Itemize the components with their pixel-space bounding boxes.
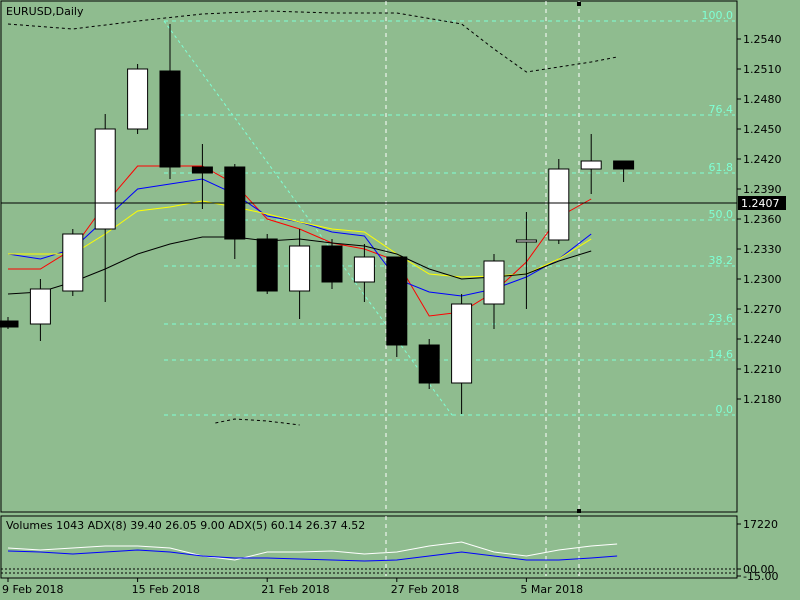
y-tick-label: 1.2420 — [743, 153, 782, 166]
indicator-layer — [1, 541, 737, 574]
y-tick-label: 1.2450 — [743, 123, 782, 136]
fib-level-label: 23.6 — [709, 312, 734, 325]
fib-anchor-marker — [577, 2, 581, 6]
indicator-tick-label: -15.00 — [743, 570, 778, 583]
fib-level-label: 14.6 — [709, 348, 734, 361]
fib-level-label: 50.0 — [709, 208, 734, 221]
indicator-tick-label: 17220 — [743, 518, 778, 531]
candle-body — [548, 168, 570, 241]
y-tick-label: 1.2240 — [743, 333, 782, 346]
fib-level-label: 100.0 — [702, 9, 734, 22]
candle-body — [613, 160, 635, 170]
candle — [418, 339, 440, 389]
envelope-layer — [7, 10, 618, 426]
candle-body — [321, 245, 343, 283]
x-tick-label: 5 Mar 2018 — [520, 583, 583, 596]
candle — [29, 279, 51, 341]
candle — [0, 317, 19, 329]
envelope-lower-band — [215, 418, 300, 426]
y-tick-label: 1.2540 — [743, 33, 782, 46]
candle — [191, 144, 213, 209]
candle — [580, 134, 602, 194]
x-tick-label: 9 Feb 2018 — [2, 583, 63, 596]
candle-layer — [0, 24, 635, 414]
candle-body — [289, 245, 311, 292]
indicator-tick-label: 00.00 — [743, 563, 775, 576]
candle-body — [515, 239, 537, 243]
axis-layer: 1.2540 1.2510 1.2480 1.2450 1.2420 1.2390 1.23… — [2, 33, 782, 596]
current-price-value: 1.2407 — [741, 197, 780, 210]
candle-body — [386, 256, 408, 346]
candle-body — [94, 128, 116, 230]
candle — [62, 229, 84, 296]
y-tick-label: 1.2330 — [743, 243, 782, 256]
candle — [613, 160, 635, 182]
candle — [256, 234, 278, 294]
candle — [548, 159, 570, 244]
candle-body — [127, 68, 149, 130]
candle-body — [0, 320, 19, 328]
candle — [483, 254, 505, 329]
candle — [159, 24, 181, 179]
main-plot-frame — [0, 0, 738, 513]
x-tick-label: 15 Feb 2018 — [132, 583, 200, 596]
y-tick-label: 1.2390 — [743, 183, 782, 196]
adx-plus-line — [7, 541, 618, 561]
candle-body — [191, 166, 213, 174]
y-tick-label: 1.2180 — [743, 393, 782, 406]
adx-main-line — [7, 549, 618, 562]
fib-level-label: 76.4 — [709, 103, 734, 116]
y-tick-label: 1.2300 — [743, 273, 782, 286]
fibonacci-layer: 100.0 76.4 61.8 50.0 38.2 23.6 14.6 0.0 — [163, 2, 735, 513]
y-tick-label: 1.2480 — [743, 93, 782, 106]
candle — [451, 294, 473, 414]
y-tick-label: 1.2360 — [743, 213, 782, 226]
candle-body — [62, 233, 84, 292]
candle-body — [580, 160, 602, 170]
candle — [353, 244, 375, 302]
candle — [321, 239, 343, 289]
candle — [515, 212, 537, 309]
candle-body — [483, 260, 505, 305]
fib-level-label: 0.0 — [716, 403, 734, 416]
candle — [386, 256, 408, 357]
candle-body — [256, 238, 278, 292]
x-tick-label: 21 Feb 2018 — [261, 583, 329, 596]
candle-body — [159, 70, 181, 168]
indicator-plot-frame — [0, 515, 738, 579]
fib-level-label: 61.8 — [709, 161, 734, 174]
candle — [289, 229, 311, 319]
x-tick-label: 27 Feb 2018 — [391, 583, 459, 596]
candle-body — [29, 288, 51, 325]
candle-body — [451, 303, 473, 384]
candle — [127, 64, 149, 134]
y-tick-label: 1.2510 — [743, 63, 782, 76]
symbol-label: EURUSD,Daily — [6, 5, 84, 18]
current-price-tag — [738, 196, 786, 210]
y-tick-label: 1.2270 — [743, 303, 782, 316]
y-tick-label: 1.2210 — [743, 363, 782, 376]
fib-anchor-marker — [577, 509, 581, 513]
grid-layer — [385, 1, 580, 578]
candle-body — [353, 256, 375, 283]
indicator-label: Volumes 1043 ADX(8) 39.40 26.05 9.00 ADX… — [6, 519, 365, 532]
candle — [94, 114, 116, 302]
fib-level-label: 38.2 — [709, 254, 734, 267]
candle-body — [418, 344, 440, 384]
